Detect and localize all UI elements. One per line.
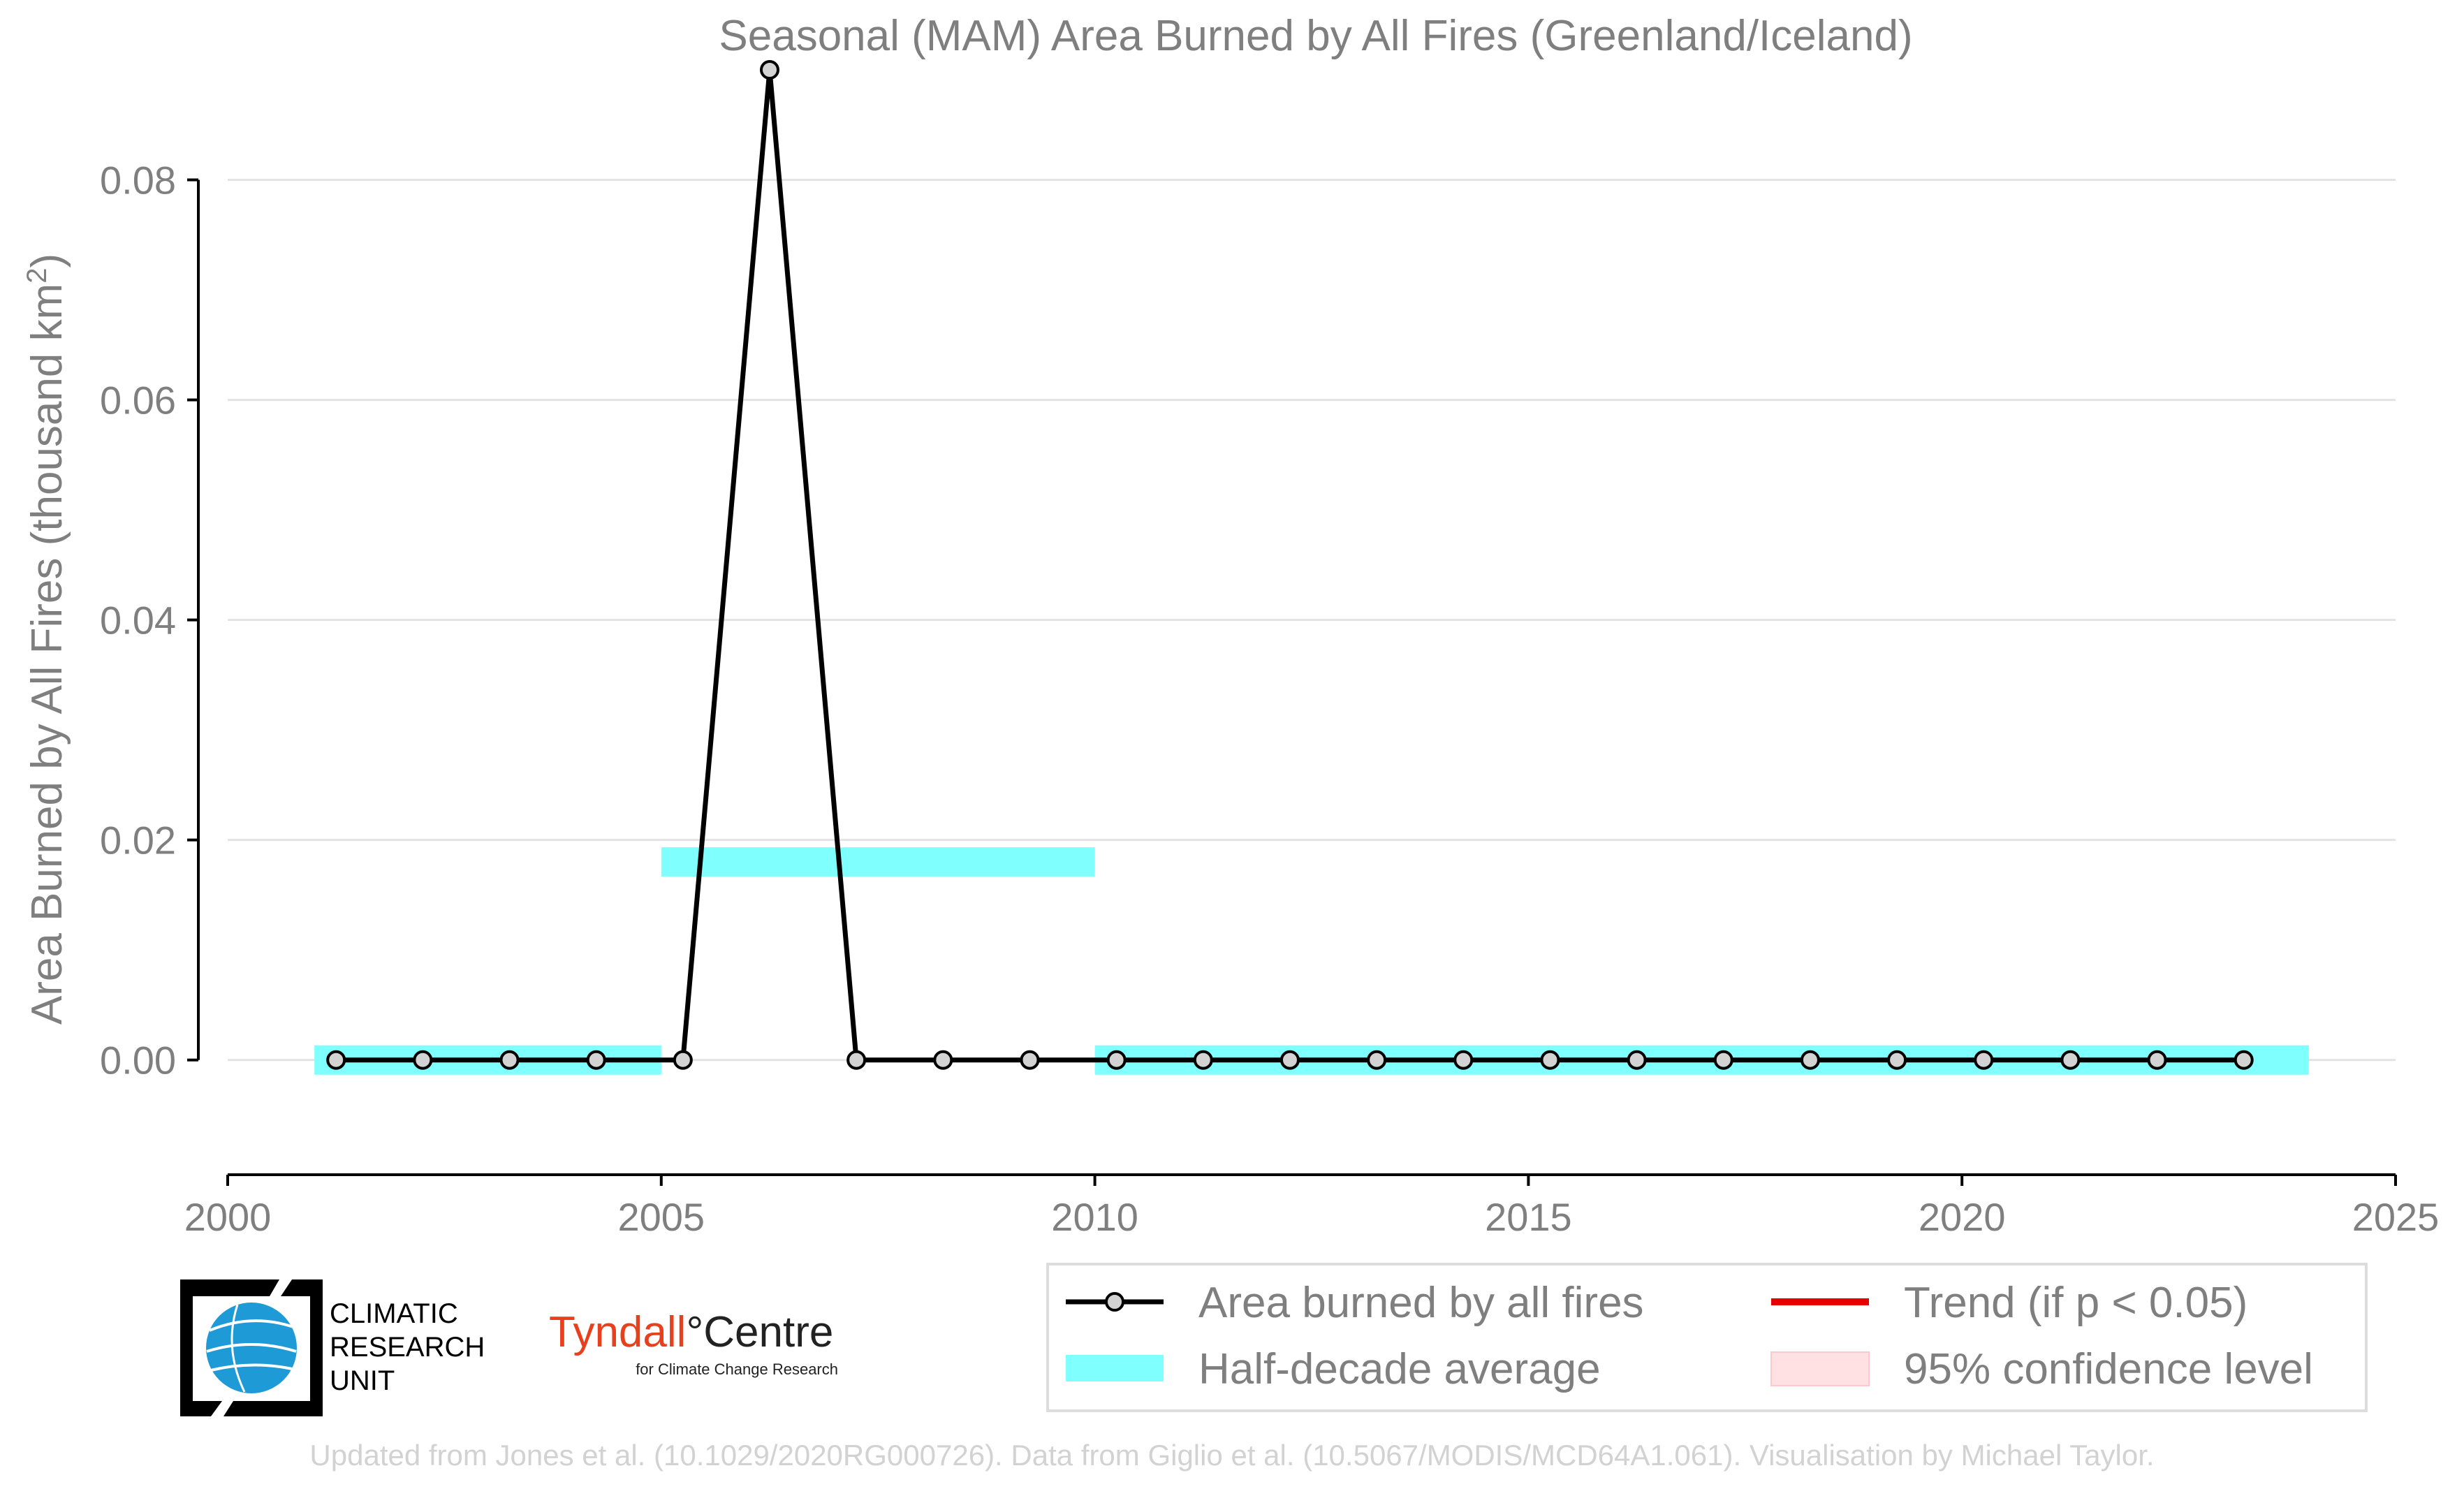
legend-label-trend: Trend (if p < 0.05) [1904, 1279, 2247, 1327]
legend-label-half-decade: Half-decade average [1198, 1345, 1601, 1393]
legend-half-decade-swatch [1066, 1355, 1164, 1381]
y-axis: 0.00 0.02 0.04 0.06 0.08 [100, 159, 200, 1083]
x-tick-label: 2020 [1919, 1195, 2006, 1239]
data-point [1453, 1050, 1474, 1070]
cru-logo: CLIMATIC RESEARCH UNIT [180, 1279, 485, 1416]
data-point [1279, 1050, 1300, 1070]
data-point [2060, 1050, 2081, 1070]
legend-marker-icon [1105, 1292, 1124, 1312]
data-point [760, 60, 779, 80]
legend-entry-trend: Trend (if p < 0.05) [1771, 1279, 2247, 1327]
data-point [2234, 1050, 2254, 1070]
cru-logo-bracket-right [223, 1279, 323, 1416]
tyndall-logo-title: Tyndall°Centre [549, 1308, 833, 1356]
legend-label-area-burned: Area burned by all fires [1198, 1279, 1644, 1327]
legend-entry-confidence: 95% confidence level [1770, 1345, 2313, 1393]
footer-credit: Updated from Jones et al. (10.1029/2020R… [309, 1439, 2154, 1472]
cru-logo-line3: UNIT [330, 1365, 395, 1396]
x-tick-label: 2005 [618, 1195, 705, 1239]
legend-entry-area-burned: Area burned by all fires [1066, 1279, 1644, 1327]
data-point [1367, 1050, 1387, 1070]
x-tick-label: 2025 [2352, 1195, 2440, 1239]
x-axis: 2000 2005 2010 2015 2020 2025 [184, 1173, 2440, 1239]
series-points [326, 60, 2254, 1070]
cru-logo-line2: RESEARCH [330, 1332, 485, 1363]
y-axis-title: Area Burned by All Fires (thousand km2) [22, 254, 71, 1025]
data-point [2147, 1050, 2167, 1070]
y-tick-label: 0.06 [100, 379, 176, 423]
series-line-group [336, 67, 2244, 1063]
y-tick-label: 0.04 [100, 599, 176, 643]
data-point [413, 1050, 433, 1070]
legend: Area burned by all fires Trend (if p < 0… [1046, 1263, 2368, 1412]
data-point [1106, 1050, 1127, 1070]
data-point [1627, 1050, 1647, 1070]
cru-logo-line1: CLIMATIC [330, 1298, 458, 1329]
y-axis-title-base: Area Burned by All Fires (thousand km [23, 284, 71, 1025]
data-point [586, 1050, 606, 1070]
tyndall-logo-subtitle: for Climate Change Research [636, 1360, 838, 1378]
data-point [1540, 1050, 1560, 1070]
data-point [1713, 1050, 1733, 1070]
tyndall-logo: Tyndall°Centre for Climate Change Resear… [549, 1308, 838, 1378]
data-point [326, 1050, 346, 1070]
half-decade-average-bars [314, 847, 2309, 1075]
data-point [1193, 1050, 1213, 1070]
data-point [673, 1050, 693, 1070]
cru-logo-bracket-left [180, 1279, 279, 1416]
y-tick-label: 0.02 [100, 819, 176, 863]
legend-entry-half-decade: Half-decade average [1066, 1345, 1601, 1393]
data-point [933, 1050, 953, 1070]
y-tick-label: 0.00 [100, 1039, 176, 1083]
y-axis-title-end: ) [23, 254, 71, 268]
data-point [499, 1050, 520, 1070]
legend-box [1046, 1263, 2368, 1412]
y-tick-label: 0.08 [100, 159, 176, 203]
cru-globe-icon [206, 1303, 297, 1393]
legend-label-confidence: 95% confidence level [1904, 1345, 2313, 1393]
tyndall-logo-name: Tyndall [549, 1308, 686, 1356]
data-point [1020, 1050, 1040, 1070]
y-axis-title-superscript: 2 [22, 268, 52, 284]
tyndall-logo-centre: °Centre [686, 1308, 833, 1356]
x-tick-label: 2010 [1051, 1195, 1138, 1239]
data-point [1887, 1050, 1907, 1070]
data-point [1974, 1050, 1994, 1070]
data-point [846, 1050, 867, 1070]
x-tick-label: 2000 [184, 1195, 272, 1239]
legend-confidence-swatch [1770, 1351, 1870, 1386]
x-tick-label: 2015 [1485, 1195, 1572, 1239]
half-decade-bar [661, 847, 1095, 877]
data-point [1800, 1050, 1820, 1070]
series-line [336, 67, 2244, 1063]
chart-title: Seasonal (MAM) Area Burned by All Fires … [719, 12, 1912, 60]
gridlines [228, 179, 2396, 1062]
